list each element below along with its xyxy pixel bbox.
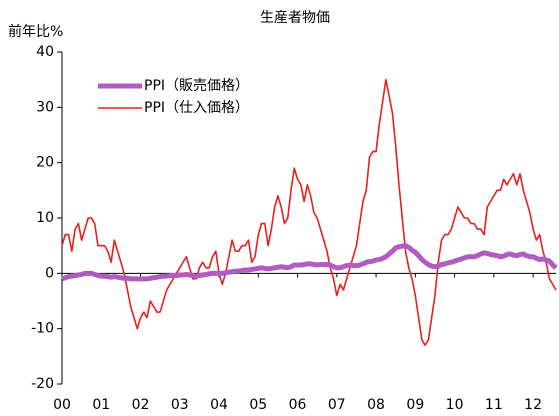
line-series bbox=[61, 78, 557, 347]
x-tick-label: 10 bbox=[446, 397, 464, 413]
x-tick-label: 00 bbox=[53, 397, 71, 413]
y-tick-label: 20 bbox=[36, 155, 54, 171]
x-tick-label: 03 bbox=[171, 397, 189, 413]
x-tick-label: 08 bbox=[367, 397, 385, 413]
legend-label: PPI（販売価格） bbox=[144, 78, 249, 94]
x-tick-label: 01 bbox=[92, 397, 110, 413]
x-tick-label: 05 bbox=[249, 397, 267, 413]
x-tick-label: 07 bbox=[328, 397, 346, 413]
x-tick-label: 09 bbox=[406, 397, 424, 413]
y-tick-label: 10 bbox=[36, 210, 54, 226]
legend-label: PPI（仕入価格） bbox=[144, 100, 249, 116]
y-tick-label: 40 bbox=[36, 44, 54, 60]
x-tick-label: 12 bbox=[524, 397, 542, 413]
y-tick-label: 30 bbox=[36, 99, 54, 115]
chart-title: 生産者物価 bbox=[260, 10, 330, 26]
x-tick-label: 06 bbox=[289, 397, 307, 413]
y-tick-label: -20 bbox=[31, 376, 54, 392]
x-tick-label: 11 bbox=[485, 397, 503, 413]
line-series bbox=[61, 243, 558, 282]
x-tick-label: 04 bbox=[210, 397, 228, 413]
y-tick-label: 0 bbox=[45, 265, 54, 281]
y-axis-label: 前年比% bbox=[8, 23, 63, 40]
x-tick-label: 02 bbox=[132, 397, 150, 413]
y-tick-label: -10 bbox=[31, 321, 54, 337]
